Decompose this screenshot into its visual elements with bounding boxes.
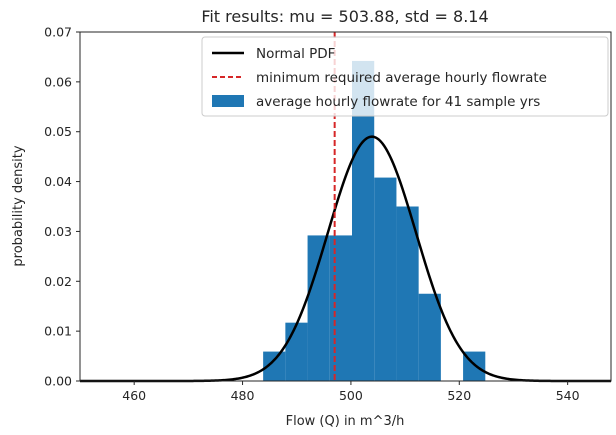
y-axis-ticks: 0.00 0.01 0.02 0.03 0.04 0.05 0.06 0.07 [44,25,80,389]
legend-histogram-label: average hourly flowrate for 41 sample yr… [256,94,540,110]
histogram-bar [374,178,396,381]
x-axis-ticks: 460 480 500 520 540 [122,381,579,403]
legend-pdf-label: Normal PDF [256,46,335,62]
y-axis-label: probability density [11,145,26,266]
y-tick-label: 0.01 [44,324,72,339]
histogram-bar [419,294,441,381]
x-tick-label: 540 [556,388,580,403]
y-tick-label: 0.02 [44,274,72,289]
y-tick-label: 0.06 [44,74,72,89]
histogram-bar [308,235,330,381]
x-tick-label: 520 [447,388,471,403]
legend: Normal PDF minimum required average hour… [202,37,608,116]
histogram-bar [285,323,307,381]
y-tick-label: 0.03 [44,224,72,239]
chart-title: Fit results: mu = 503.88, std = 8.14 [201,7,488,26]
x-tick-label: 500 [339,388,363,403]
histogram-bar [330,235,352,381]
x-axis-label: Flow (Q) in m^3/h [286,414,405,429]
x-tick-label: 480 [231,388,255,403]
y-tick-label: 0.07 [44,25,72,40]
y-tick-label: 0.00 [44,374,72,389]
y-tick-label: 0.05 [44,124,72,139]
x-tick-label: 460 [122,388,146,403]
legend-histogram-swatch [212,95,244,107]
y-tick-label: 0.04 [44,174,72,189]
legend-threshold-label: minimum required average hourly flowrate [256,70,547,86]
